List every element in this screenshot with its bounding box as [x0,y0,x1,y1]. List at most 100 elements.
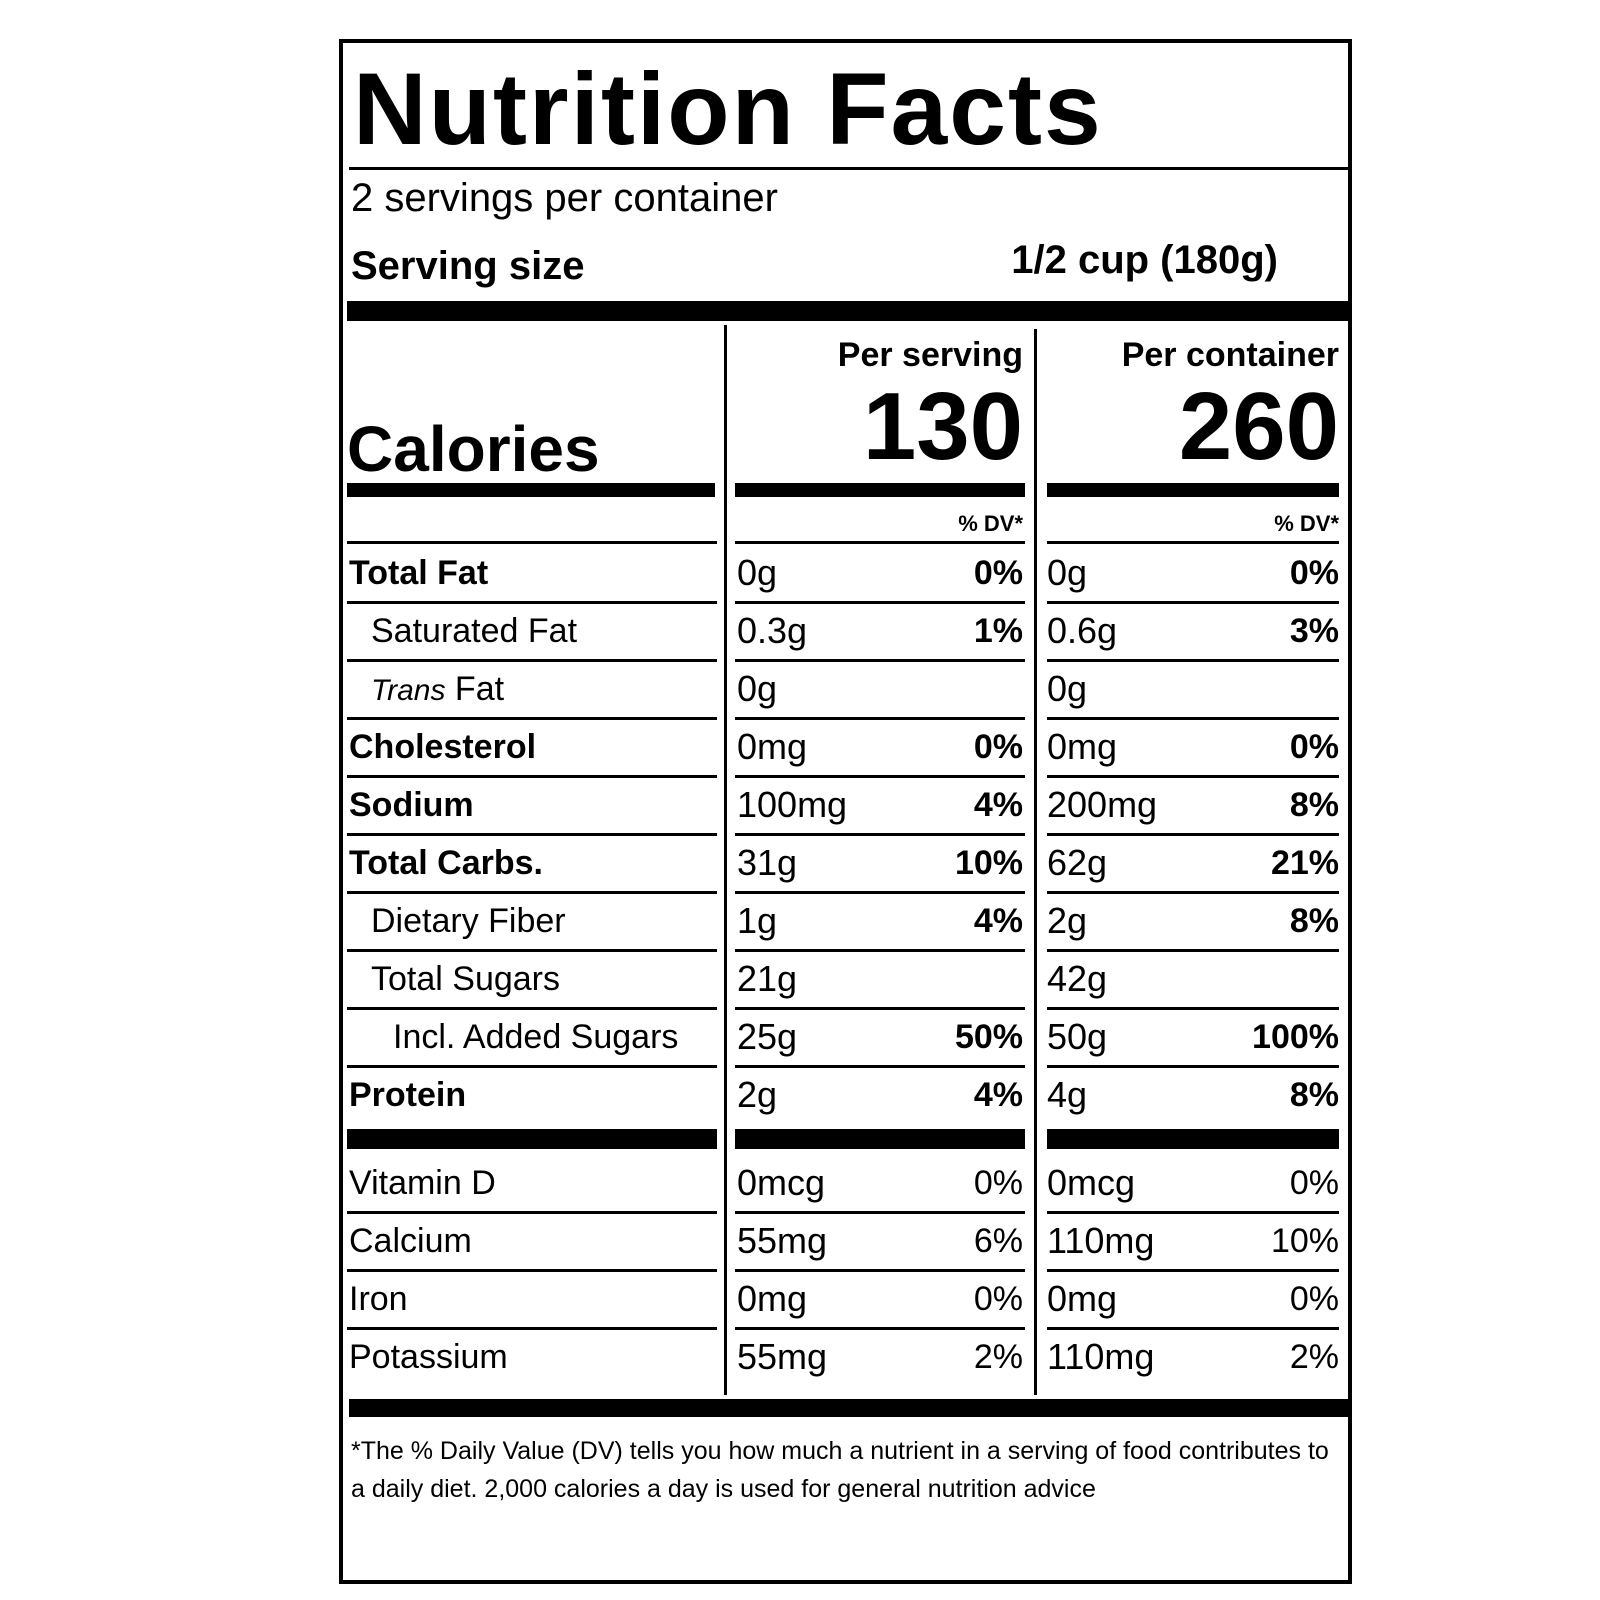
title-divider [349,167,1349,170]
vitamin-serving-amount: 55mg [737,1220,828,1261]
container-amount: 0.6g [1047,610,1118,651]
vitamin-serving-dv: 6% [973,1222,1023,1260]
container-amount: 0mg [1047,726,1118,767]
row-divider [735,541,1025,544]
nutrient-name: Protein [349,1075,466,1115]
vitamin-container-dv: 2% [1289,1338,1339,1376]
serving-amount: 31g [737,842,798,883]
serving-dv: 4% [973,1076,1023,1114]
nutrient-name: Sodium [349,785,474,825]
nutrient-name-text: Sodium [349,786,474,824]
vitamin-container-dv: 0% [1289,1164,1339,1202]
container-amount: 0g [1047,552,1088,593]
serving-amount: 2g [737,1074,778,1115]
vitamin-serving-dv: 2% [973,1338,1023,1376]
thick-divider-vitamins [1047,1129,1339,1149]
row-divider [347,717,717,720]
row-divider [347,1327,717,1330]
per-serving-header: Per serving [837,336,1023,374]
vitamin-container-dv: 0% [1289,1280,1339,1318]
row-divider [735,833,1025,836]
row-divider [347,1065,717,1068]
nutrient-name: Total Carbs. [349,843,543,883]
thick-divider-vitamins [735,1129,1025,1149]
container-dv: 3% [1289,612,1339,650]
row-divider [735,891,1025,894]
serving-amount: 100mg [737,784,848,825]
calories-bar-left [347,483,715,497]
serving-amount: 0g [737,668,778,709]
nutrient-name: Incl. Added Sugars [393,1017,678,1057]
container-dv: 100% [1252,1018,1339,1056]
container-amount: 62g [1047,842,1108,883]
nutrient-name-text: Total Carbs. [349,844,543,882]
vitamin-container-dv: 10% [1270,1222,1339,1260]
serving-amount: 0g [737,552,778,593]
vitamin-container-amount: 110mg [1047,1220,1155,1261]
row-divider [1047,833,1339,836]
row-divider [347,1211,717,1214]
serving-amount: 0mg [737,726,808,767]
row-divider [1047,775,1339,778]
row-divider [735,1327,1025,1330]
row-divider [347,775,717,778]
nutrient-name-text: Fat [454,670,505,708]
row-divider [347,949,717,952]
vitamin-serving-dv: 0% [973,1280,1023,1318]
vitamin-serving-amount: 0mg [737,1278,808,1319]
row-divider [735,775,1025,778]
row-divider [1047,717,1339,720]
serving-size-label: Serving size [351,244,585,288]
column-divider-left [724,325,727,1395]
row-divider [735,1211,1025,1214]
serving-dv: 4% [973,786,1023,824]
vitamin-serving-dv: 0% [973,1164,1023,1202]
row-divider [1047,541,1339,544]
serving-dv: 1% [973,612,1023,650]
container-dv: 0% [1289,728,1339,766]
footnote: *The % Daily Value (DV) tells you how mu… [351,1437,1329,1503]
vitamin-serving-amount: 55mg [737,1336,828,1377]
calories-bar-right [1047,483,1339,497]
row-divider [347,1269,717,1272]
row-divider [1047,601,1339,604]
row-divider [347,833,717,836]
serving-amount: 1g [737,900,778,941]
serving-dv: 0% [973,728,1023,766]
serving-amount: 0.3g [737,610,808,651]
per-container-header: Per container [1121,336,1339,374]
row-divider [735,1065,1025,1068]
row-divider [735,1269,1025,1272]
row-divider [1047,891,1339,894]
row-divider [1047,1007,1339,1010]
container-dv: 8% [1289,786,1339,824]
row-divider [1047,1211,1339,1214]
vitamin-container-amount: 0mcg [1047,1162,1136,1203]
container-amount: 2g [1047,900,1088,941]
row-divider [1047,659,1339,662]
vitamin-container-amount: 0mg [1047,1278,1118,1319]
nutrient-name: Total Sugars [371,959,560,999]
row-divider [1047,1327,1339,1330]
calories-per-serving: 130 [862,373,1023,480]
serving-amount: 25g [737,1016,798,1057]
calories-label: Calories [347,413,600,485]
nutrient-name-italic: Trans [371,674,446,707]
container-dv: 21% [1270,844,1339,882]
nutrient-name: Dietary Fiber [371,901,566,941]
container-amount: 4g [1047,1074,1088,1115]
row-divider [735,659,1025,662]
row-divider [735,1007,1025,1010]
serving-dv: 10% [954,844,1023,882]
row-divider [1047,949,1339,952]
row-divider [347,601,717,604]
nutrient-name-text: Total Fat [349,554,489,592]
serving-dv: 4% [973,902,1023,940]
servings-per-container: 2 servings per container [351,176,778,220]
row-divider [735,949,1025,952]
nutrient-name: Cholesterol [349,727,536,767]
container-dv: 8% [1289,902,1339,940]
row-divider [735,601,1025,604]
label-title: Nutrition Facts [353,52,1103,166]
nutrient-name-text: Total Sugars [371,960,560,998]
